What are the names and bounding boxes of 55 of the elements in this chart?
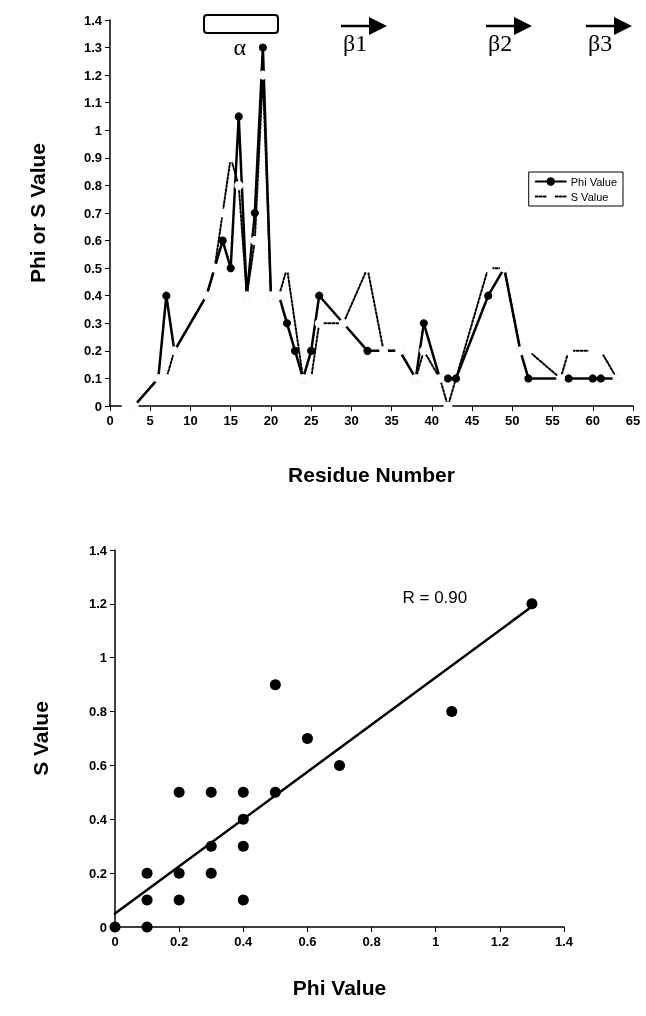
x-tick-label: 20	[263, 413, 279, 428]
y-tick-label: 1.2	[88, 596, 107, 612]
x-tick-label: 45	[464, 413, 480, 428]
y-tick-label: 0	[94, 398, 102, 414]
x-tick-label: 0.6	[298, 934, 317, 949]
y-tick-label: 1	[94, 122, 102, 138]
y-tick-label: 1	[99, 650, 107, 666]
x-tick-label: 1	[432, 934, 440, 949]
y-tick-label: 0.1	[83, 370, 102, 386]
annotation: β1	[343, 30, 368, 56]
y-tick-label: 0	[99, 919, 107, 935]
y-axis-title: Phi or S Value	[26, 142, 49, 284]
y-tick-label: 0.8	[83, 177, 102, 193]
y-tick-label: 0.7	[83, 205, 102, 221]
y-axis-title: S Value	[29, 701, 52, 776]
y-tick-label: 0.6	[88, 757, 107, 773]
y-tick-label: 1.2	[83, 67, 102, 83]
x-tick-label: 0	[111, 934, 119, 949]
annotation: R = 0.90	[402, 587, 468, 607]
y-tick-label: 0.2	[88, 865, 107, 881]
annotation: β2	[488, 30, 513, 56]
x-tick-label: 1.2	[490, 934, 509, 949]
x-tick-label: 50	[505, 413, 520, 428]
y-tick-label: 0.4	[88, 811, 108, 827]
x-axis-title: Phi Value	[292, 976, 387, 999]
x-axis-title: Residue Number	[288, 463, 455, 486]
legend-label: S Value	[570, 190, 609, 203]
x-tick-label: 55	[545, 413, 560, 428]
x-tick-label: 10	[183, 413, 198, 428]
y-tick-label: 1.4	[83, 12, 103, 28]
y-tick-label: 0.9	[83, 150, 102, 166]
annotation: α	[233, 34, 247, 60]
y-tick-label: 1.4	[88, 542, 108, 558]
x-tick-label: 0.4	[234, 934, 254, 949]
y-tick-label: 0.6	[83, 233, 102, 249]
legend-label: Phi Value	[570, 175, 618, 188]
y-tick-label: 1.3	[83, 40, 102, 56]
annotation: β3	[588, 30, 613, 56]
y-tick-label: 0.2	[83, 343, 102, 359]
x-tick-label: 5	[146, 413, 154, 428]
x-tick-label: 30	[344, 413, 359, 428]
x-tick-label: 60	[585, 413, 600, 428]
x-tick-label: 0.8	[362, 934, 381, 949]
x-tick-label: 40	[424, 413, 440, 428]
x-tick-label: 1.4	[554, 934, 574, 949]
y-tick-label: 0.8	[88, 704, 107, 720]
y-tick-label: 0.5	[83, 260, 102, 276]
x-tick-label: 65	[625, 413, 641, 428]
x-tick-label: 35	[384, 413, 399, 428]
x-tick-label: 15	[223, 413, 238, 428]
y-tick-label: 0.4	[83, 288, 103, 304]
y-tick-label: 1.1	[83, 95, 102, 111]
x-tick-label: 0.2	[170, 934, 189, 949]
y-tick-label: 0.3	[83, 315, 102, 331]
x-tick-label: 25	[303, 413, 319, 428]
